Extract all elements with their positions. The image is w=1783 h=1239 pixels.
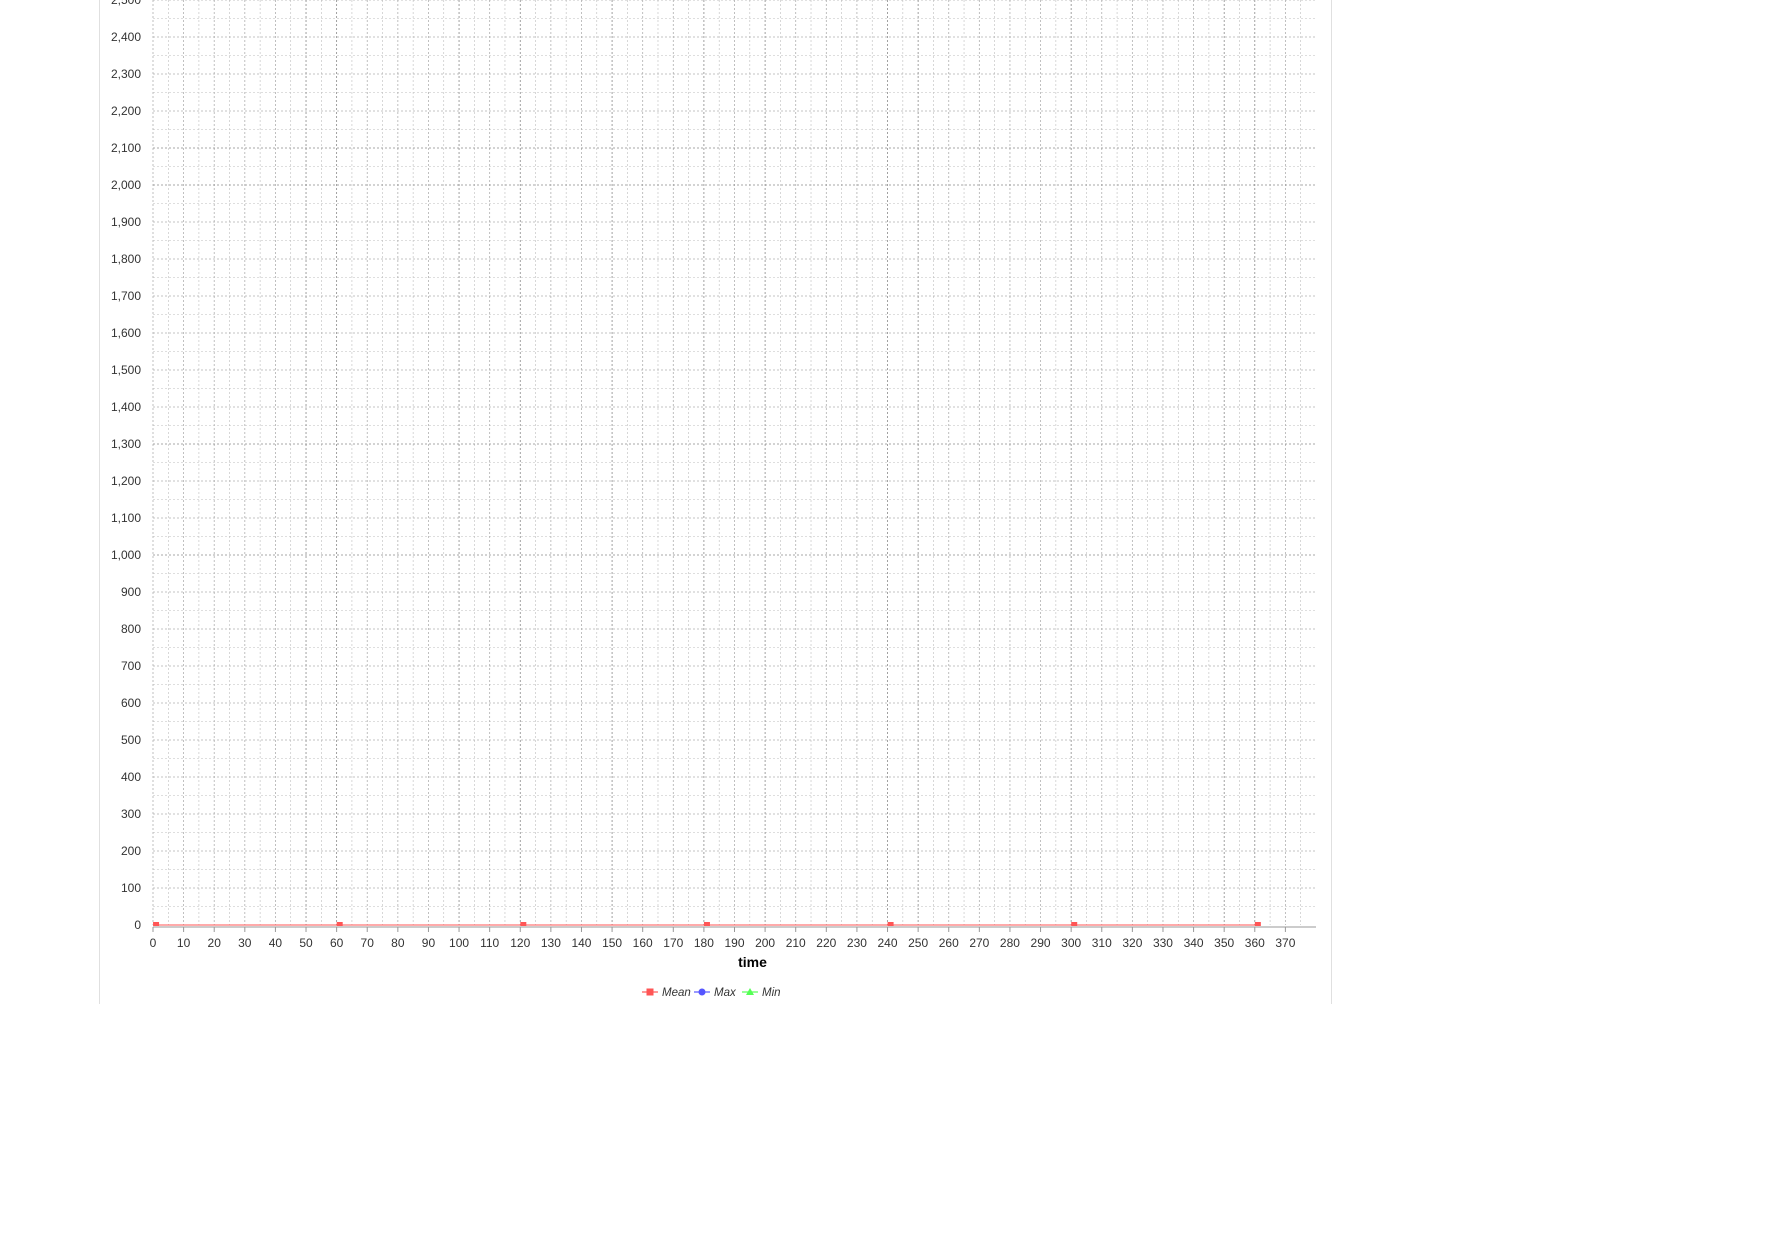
x-tick-label: 200 xyxy=(755,936,775,950)
x-tick-label: 170 xyxy=(663,936,683,950)
y-tick-label: 1,000 xyxy=(111,548,141,562)
x-tick-label: 290 xyxy=(1031,936,1051,950)
y-tick-label: 1,500 xyxy=(111,363,141,377)
x-tick-label: 350 xyxy=(1214,936,1234,950)
data-point-mean xyxy=(337,922,343,926)
x-tick-label: 60 xyxy=(330,936,344,950)
x-tick-label: 360 xyxy=(1245,936,1265,950)
data-point-mean xyxy=(704,922,710,926)
y-tick-label: 1,100 xyxy=(111,511,141,525)
y-tick-label: 300 xyxy=(121,807,141,821)
y-tick-label: 1,300 xyxy=(111,437,141,451)
x-tick-label: 340 xyxy=(1184,936,1204,950)
x-tick-label: 80 xyxy=(391,936,405,950)
y-tick-label: 700 xyxy=(121,659,141,673)
x-tick-label: 100 xyxy=(449,936,469,950)
x-tick-label: 310 xyxy=(1092,936,1112,950)
series-layer xyxy=(153,922,1261,926)
x-tick-label: 300 xyxy=(1061,936,1081,950)
x-tick-label: 0 xyxy=(150,936,157,950)
y-tick-label: 100 xyxy=(121,881,141,895)
y-tick-label: 600 xyxy=(121,696,141,710)
x-tick-label: 160 xyxy=(633,936,653,950)
y-tick-label: 2,000 xyxy=(111,178,141,192)
data-point-mean xyxy=(520,922,526,926)
x-tick-label: 240 xyxy=(878,936,898,950)
y-tick-label: 1,200 xyxy=(111,474,141,488)
x-tick-label: 110 xyxy=(480,936,499,950)
y-tick-label: 400 xyxy=(121,770,141,784)
legend-label-max: Max xyxy=(714,987,737,999)
x-tick-label: 250 xyxy=(908,936,928,950)
data-point-mean xyxy=(1071,922,1077,926)
y-tick-label: 900 xyxy=(121,585,141,599)
data-point-mean xyxy=(153,922,159,926)
data-point-mean xyxy=(1255,922,1261,926)
legend-marker-square xyxy=(647,989,654,996)
y-tick-label: 0 xyxy=(134,918,141,932)
y-tick-label: 2,400 xyxy=(111,30,141,44)
x-tick-label: 90 xyxy=(422,936,436,950)
y-tick-label: 1,800 xyxy=(111,252,141,266)
x-tick-label: 260 xyxy=(939,936,959,950)
y-tick-label: 1,700 xyxy=(111,289,141,303)
x-tick-label: 10 xyxy=(177,936,191,950)
y-tick-label: 1,400 xyxy=(111,400,141,414)
x-tick-label: 370 xyxy=(1275,936,1295,950)
x-tick-label: 230 xyxy=(847,936,867,950)
legend-marker-circle xyxy=(699,989,706,996)
y-tick-label: 2,100 xyxy=(111,141,141,155)
x-tick-label: 220 xyxy=(816,936,836,950)
legend: Mean Max Min xyxy=(642,987,781,999)
y-tick-label: 2,300 xyxy=(111,67,141,81)
x-axis-title: time xyxy=(738,954,767,970)
x-tick-label: 120 xyxy=(510,936,530,950)
y-tick-label: 2,500 xyxy=(111,0,141,7)
x-tick-label: 320 xyxy=(1122,936,1142,950)
y-axis-ticks: 0 100 200 300 400 500 600 700 800 900 1,000 1,100 1,… xyxy=(111,0,141,932)
x-tick-label: 140 xyxy=(571,936,591,950)
x-tick-label: 20 xyxy=(208,936,222,950)
y-tick-label: 1,600 xyxy=(111,326,141,340)
x-axis-ticks: 0 10 20 30 40 50 60 70 80 90 100 110 120 130 140 150 160… xyxy=(150,927,1296,950)
x-tick-label: 280 xyxy=(1000,936,1020,950)
x-tick-label: 270 xyxy=(969,936,989,950)
x-tick-label: 210 xyxy=(786,936,806,950)
x-tick-label: 70 xyxy=(361,936,375,950)
x-tick-label: 180 xyxy=(694,936,714,950)
y-tick-label: 2,200 xyxy=(111,104,141,118)
x-tick-label: 190 xyxy=(724,936,744,950)
legend-label-mean: Mean xyxy=(662,987,691,999)
legend-label-min: Min xyxy=(762,987,781,999)
x-tick-label: 130 xyxy=(541,936,561,950)
y-tick-label: 200 xyxy=(121,844,141,858)
grid-lines xyxy=(153,0,1316,925)
y-tick-label: 500 xyxy=(121,733,141,747)
x-tick-label: 30 xyxy=(238,936,252,950)
x-tick-label: 330 xyxy=(1153,936,1173,950)
y-tick-label: 1,900 xyxy=(111,215,141,229)
data-point-mean xyxy=(888,922,894,926)
x-tick-label: 150 xyxy=(602,936,622,950)
y-tick-label: 800 xyxy=(121,622,141,636)
x-tick-label: 40 xyxy=(269,936,283,950)
x-tick-label: 50 xyxy=(299,936,313,950)
